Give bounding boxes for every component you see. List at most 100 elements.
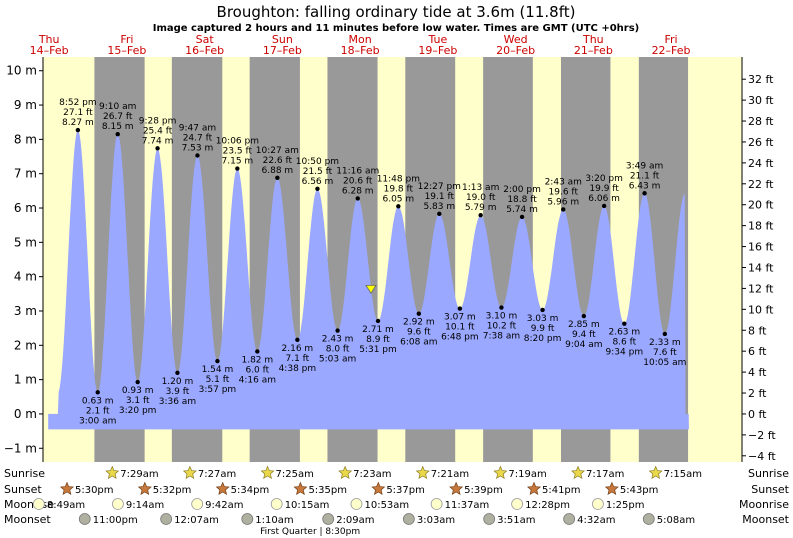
astro-rows: Sunrise Sunrise 7:29am 7:27am 7:25am 7:23am 7:… <box>4 465 790 537</box>
right-tick-label: 20 ft <box>748 199 774 212</box>
low-tide-metres: 2.43 m <box>322 335 354 345</box>
high-tide-feet: 22.6 ft <box>263 156 293 166</box>
sunset-icon <box>293 481 308 496</box>
tide-extreme-point <box>155 146 160 151</box>
low-tide-time: 5:03 am <box>319 355 356 365</box>
right-tick-label: 4 ft <box>748 366 767 379</box>
day-name-label: Wed <box>504 33 528 46</box>
moonset-time: 1:10am <box>255 515 293 526</box>
sunrise-icon <box>648 465 663 480</box>
sunset-time: 5:34pm <box>231 485 270 496</box>
sunset-time: 5:30pm <box>75 485 114 496</box>
low-tide-time: 10:05 am <box>643 358 686 368</box>
sunrise-icon <box>105 465 120 480</box>
chart-subtitle: Image captured 2 hours and 11 minutes be… <box>153 23 640 34</box>
right-tick-label: 28 ft <box>748 115 774 128</box>
tide-extreme-point <box>295 337 300 343</box>
high-tide-time: 10:50 pm <box>296 157 339 167</box>
high-tide-feet: 25.4 ft <box>143 126 173 136</box>
moonset-icon <box>322 513 335 525</box>
moonset-icon <box>563 513 576 525</box>
tide-extreme-point <box>642 191 647 196</box>
high-tide-metres: 5.83 m <box>423 202 455 212</box>
right-tick-label: 18 ft <box>748 220 774 233</box>
day-labels: Thu14–FebFri15–FebSat16–FebSun17–FebMon1… <box>30 33 691 57</box>
moonset-icon <box>241 513 254 525</box>
high-tide-time: 1:13 am <box>462 183 499 193</box>
tide-extreme-point <box>135 379 140 385</box>
high-tide-feet: 21.1 ft <box>630 171 660 181</box>
sunrise-icon <box>182 465 197 480</box>
high-tide-time: 9:10 am <box>99 102 136 112</box>
low-tide-metres: 2.92 m <box>403 318 435 328</box>
left-tick-label: 2 m <box>14 338 37 352</box>
sunset-row-label-right: Sunset <box>751 483 789 496</box>
high-tide-feet: 24.7 ft <box>183 134 213 144</box>
low-tide-metres: 2.85 m <box>568 320 600 330</box>
low-tide-time: 4:16 am <box>239 375 276 385</box>
low-tide-feet: 6.0 ft <box>245 365 269 375</box>
high-tide-metres: 6.06 m <box>588 194 620 204</box>
sunrise-icon <box>338 465 353 480</box>
current-level-marker <box>365 284 377 295</box>
right-tick-label: 16 ft <box>748 241 774 254</box>
high-tide-time: 2:43 am <box>545 177 582 187</box>
moonrise-icon <box>430 498 443 510</box>
sunset-icon <box>526 481 542 496</box>
right-tick-label: 6 ft <box>748 345 767 358</box>
low-tide-feet: 8.0 ft <box>326 345 350 355</box>
moonset-row-label: Moonset <box>4 513 51 526</box>
low-tide-time: 5:31 pm <box>359 345 397 355</box>
tide-extreme-point <box>355 196 360 201</box>
low-tide-metres: 2.71 m <box>362 325 394 335</box>
right-tick-label: 2 ft <box>748 387 767 400</box>
low-tide-feet: 8.6 ft <box>612 338 636 348</box>
chart-title: Broughton: falling ordinary tide at 3.6m… <box>217 3 576 21</box>
sunset-icon <box>137 481 152 496</box>
moonrise-time: 11:37am <box>445 500 490 511</box>
sunrise-time: 7:25am <box>276 469 314 480</box>
low-tide-time: 4:38 pm <box>279 364 317 374</box>
high-tide-metres: 7.15 m <box>222 157 254 167</box>
right-tick-label: 30 ft <box>748 94 774 107</box>
sunrise-time: 7:23am <box>353 469 391 480</box>
tide-extreme-point <box>335 328 340 333</box>
day-date-label: 14–Feb <box>30 44 69 57</box>
sunset-icon <box>215 481 230 496</box>
moonrise-time: 9:42am <box>205 500 243 511</box>
tide-area <box>48 130 689 430</box>
sunrise-icon <box>415 465 430 480</box>
tide-extreme-point <box>315 186 320 191</box>
tide-extreme-point <box>75 127 81 133</box>
low-tide-time: 3:20 pm <box>119 406 157 416</box>
high-tide-feet: 23.5 ft <box>223 147 253 157</box>
day-name-label: Fri <box>120 33 133 46</box>
tide-extreme-point <box>255 349 260 354</box>
left-tick-label: 6 m <box>14 201 37 215</box>
right-tick-label: 26 ft <box>748 136 774 149</box>
tide-extreme-point <box>375 318 381 324</box>
left-tick-label: 5 m <box>14 235 37 249</box>
low-tide-feet: 5.1 ft <box>206 375 230 385</box>
high-tide-metres: 6.28 m <box>342 186 374 196</box>
tide-extreme-point <box>519 214 525 220</box>
tide-extreme-point <box>581 313 587 319</box>
moonrise-icon <box>592 498 604 510</box>
day-name-label: Mon <box>349 33 372 46</box>
sunrise-row-label: Sunrise <box>4 467 45 480</box>
high-tide-metres: 5.96 m <box>547 197 579 207</box>
tide-extreme-point <box>622 321 627 326</box>
low-tide-metres: 3.07 m <box>444 313 476 323</box>
low-tide-feet: 9.6 ft <box>407 328 431 338</box>
low-tide-time: 7:38 am <box>483 332 520 342</box>
tide-extreme-point <box>175 370 180 375</box>
low-tide-time: 8:20 pm <box>524 334 562 344</box>
moonset-time: 11:00pm <box>93 515 138 526</box>
right-tick-label: 12 ft <box>748 282 774 295</box>
sunset-time: 5:39pm <box>464 485 503 496</box>
tide-extreme-point <box>478 213 483 218</box>
day-date-label: 21–Feb <box>574 44 613 57</box>
tide-extreme-point <box>437 211 442 217</box>
right-tick-label: 8 ft <box>748 324 767 337</box>
